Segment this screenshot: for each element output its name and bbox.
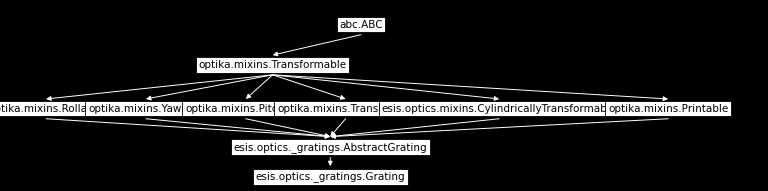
Text: esis.optics.mixins.CylindricallyTransformable: esis.optics.mixins.CylindricallyTransfor… [382, 104, 617, 114]
Text: optika.mixins.Yawable: optika.mixins.Yawable [88, 104, 204, 114]
Text: optika.mixins.Printable: optika.mixins.Printable [608, 104, 728, 114]
Text: optika.mixins.Pitchable: optika.mixins.Pitchable [185, 104, 306, 114]
Text: esis.optics._gratings.AbstractGrating: esis.optics._gratings.AbstractGrating [233, 142, 427, 153]
Text: optika.mixins.Translatable: optika.mixins.Translatable [277, 104, 414, 114]
Text: esis.optics._gratings.Grating: esis.optics._gratings.Grating [256, 171, 405, 182]
Text: optika.mixins.Transformable: optika.mixins.Transformable [199, 60, 346, 70]
Text: abc.ABC: abc.ABC [339, 20, 382, 30]
Text: optika.mixins.Rollable: optika.mixins.Rollable [0, 104, 104, 114]
